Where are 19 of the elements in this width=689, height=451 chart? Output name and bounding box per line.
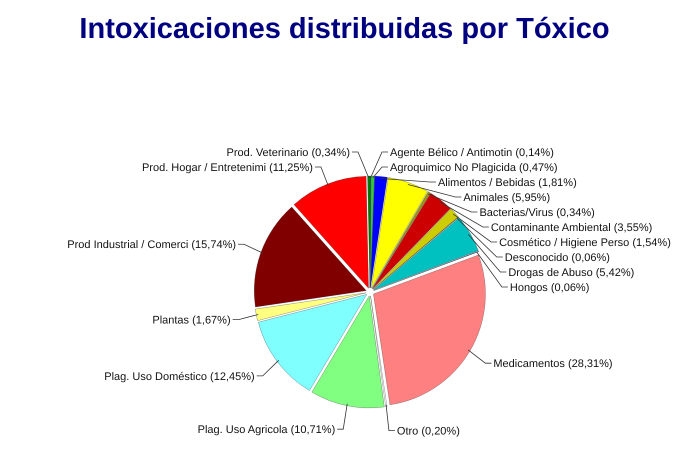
slice-label: Prod. Hogar / Entretenimi (11,25%) xyxy=(142,162,313,174)
slice-label: Prod. Veterinario (0,34%) xyxy=(226,147,350,160)
slice-label: Plantas (1,67%) xyxy=(152,314,231,327)
chart-title: Intoxicaciones distribuidas por Tóxico xyxy=(79,13,610,45)
slice-label: Plag. Uso Doméstico (12,45%) xyxy=(104,370,255,383)
slice-label: Agente Bélico / Antimotin (0,14%) xyxy=(390,147,554,159)
slice-label: Prod Industrial / Comerci (15,74%) xyxy=(67,239,236,252)
slice-label: Alimentos / Bebidas (1,81%) xyxy=(438,177,577,189)
slice-label: Contaminante Ambiental (3,55%) xyxy=(490,222,652,234)
slice-label: Otro (0,20%) xyxy=(396,426,460,438)
slice-label: Medicamentos (28,31%) xyxy=(493,358,613,370)
slice-label: Agroquimico No Plagicida (0,47%) xyxy=(390,162,558,174)
slice-label: Desconocido (0,06%) xyxy=(504,252,610,264)
slice-label: Plag. Uso Agricola (10,71%) xyxy=(198,424,336,436)
slice-label: Animales (5,95%) xyxy=(463,192,550,204)
slice-label: Drogas de Abuso (5,42%) xyxy=(508,267,634,279)
slice-label: Hongos (0,06%) xyxy=(510,282,590,294)
slice-label: Bacterias/Virus (0,34%) xyxy=(479,207,595,219)
slice-label: Cosmético / Higiene Perso (1,54%) xyxy=(499,237,671,249)
